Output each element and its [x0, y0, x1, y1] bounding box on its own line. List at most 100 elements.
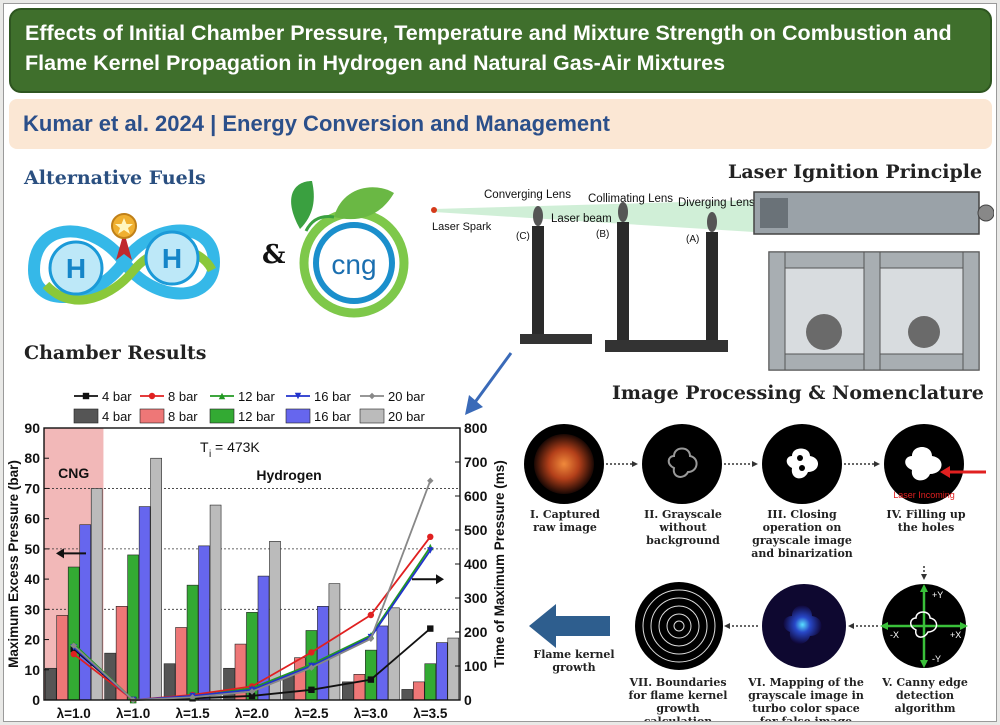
x-tick-label: λ=2.0 — [235, 706, 269, 721]
x-tick-label: λ=3.0 — [354, 706, 388, 721]
y2-tick-label: 200 — [464, 624, 488, 640]
bar — [424, 663, 437, 701]
bar — [209, 504, 222, 701]
step-caption-i: I. Captured raw image — [530, 508, 600, 534]
y-axis-title: Maximum Excess Pressure (bar) — [6, 460, 21, 668]
data-point — [82, 392, 90, 400]
legend-label: 20 bar — [388, 409, 426, 424]
laser-ignition-heading: Laser Ignition Principle — [728, 161, 983, 183]
data-point — [367, 676, 375, 683]
bar — [353, 674, 366, 701]
y-tick-label: 90 — [24, 420, 40, 436]
chamber-results-heading: Chamber Results — [24, 342, 207, 364]
y2-axis-title: Time of Maximum Pressure (ms) — [492, 460, 507, 668]
diverging-lens-label: Diverging Lens — [678, 197, 755, 209]
right-axis-arrowhead — [436, 574, 444, 585]
legend-label: 16 bar — [314, 409, 352, 424]
y2-tick-label: 800 — [464, 420, 488, 436]
y2-tick-label: 100 — [464, 658, 488, 674]
hydrogen-region-label: Hydrogen — [256, 467, 321, 483]
y2-tick-label: 0 — [464, 692, 472, 708]
data-point — [308, 686, 315, 693]
data-point — [367, 611, 375, 619]
y-tick-label: 40 — [24, 571, 40, 587]
y2-tick-label: 500 — [464, 522, 488, 538]
annotation-t: T — [200, 439, 209, 455]
bar — [376, 625, 389, 701]
y-tick-label: 10 — [24, 662, 40, 678]
bar — [401, 689, 414, 701]
x-tick-label: λ=3.5 — [413, 706, 448, 721]
data-point — [248, 688, 256, 695]
cng-region-label: CNG — [58, 465, 89, 481]
plus-y-label: +Y — [932, 590, 943, 600]
poster-title: Effects of Initial Chamber Pressure, Tem… — [9, 8, 992, 93]
citation-bar: Kumar et al. 2024 | Energy Conversion an… — [9, 99, 992, 149]
bar — [138, 506, 151, 701]
data-point — [70, 642, 77, 649]
y2-tick-label: 400 — [464, 556, 488, 572]
bar — [44, 667, 57, 701]
bar — [150, 457, 162, 701]
laser-incoming-label: Laser Incoming — [893, 490, 955, 500]
y2-tick-label: 700 — [464, 454, 488, 470]
legend-label: 20 bar — [388, 389, 426, 404]
bar — [79, 524, 92, 701]
data-point — [427, 533, 434, 540]
legend-label: 4 bar — [102, 409, 132, 424]
bar — [223, 667, 235, 701]
y-tick-label: 80 — [24, 450, 40, 466]
y2-tick-label: 300 — [464, 590, 488, 606]
laser-ignition-diagram: Laser Spark Converging Lens Collimating … — [431, 189, 994, 371]
data-point — [70, 650, 77, 658]
bar — [294, 657, 306, 701]
annotation-value: = 473K — [215, 439, 260, 455]
legend-bar-swatch — [285, 408, 311, 424]
bar — [412, 681, 425, 701]
chamber-results-chart: 0 10 20 30 40 50 60 70 80 90 0 100 200 300 400 500 600 70… — [6, 389, 507, 721]
image-processing-heading: Image Processing & Nomenclature — [612, 382, 984, 404]
x-tick-label: λ=2.5 — [294, 706, 329, 721]
legend-label: 16 bar — [314, 389, 352, 404]
data-point — [427, 625, 434, 632]
y-tick-label: 70 — [24, 480, 40, 496]
x-tick-label: λ=1.0 — [116, 706, 150, 721]
legend-bar-swatch — [139, 408, 165, 424]
y-tick-label: 60 — [24, 511, 40, 527]
data-point — [218, 392, 226, 400]
data-point — [368, 392, 376, 400]
legend-label: 4 bar — [102, 389, 132, 404]
y-tick-label: 30 — [24, 601, 40, 617]
plus-x-label: +X — [950, 630, 961, 640]
step-caption-iv: IV. Filling up the holes — [886, 508, 966, 534]
minus-x-label: -X — [890, 630, 899, 640]
data-point — [148, 392, 156, 400]
data-point — [427, 547, 434, 554]
lens-b-label: (B) — [596, 229, 609, 240]
bar — [317, 606, 329, 701]
step-caption-vi: VI. Mapping of the grayscale image in tu… — [748, 676, 864, 722]
bar — [435, 642, 448, 701]
step-caption-v: V. Canny edge detection algorithm — [882, 676, 968, 715]
bar — [388, 607, 400, 701]
step-caption-ii: II. Grayscale without background — [644, 508, 722, 547]
legend-bar-swatch — [209, 408, 235, 424]
h-label: H — [162, 243, 182, 274]
ampersand: & — [262, 240, 286, 270]
bar — [328, 583, 341, 701]
legend-bar-swatch — [73, 408, 99, 424]
x-tick-label: λ=1.5 — [175, 706, 210, 721]
left-axis-arrowhead — [56, 548, 64, 559]
hydrogen-logo-icon: H H — [27, 213, 221, 305]
bar — [447, 637, 460, 701]
legend-label: 8 bar — [168, 409, 198, 424]
annotation-sub: i — [209, 449, 211, 460]
step-caption-vii: VII. Boundaries for flame kernel growth … — [628, 676, 728, 722]
bar — [175, 627, 187, 701]
laser-spark-label: Laser Spark — [432, 221, 492, 233]
cng-logo-icon: cng — [291, 181, 409, 318]
minus-y-label: -Y — [932, 654, 941, 664]
collimating-lens-label: Collimating Lens — [588, 193, 673, 205]
data-point — [294, 392, 302, 400]
y2-tick-label: 600 — [464, 488, 488, 504]
